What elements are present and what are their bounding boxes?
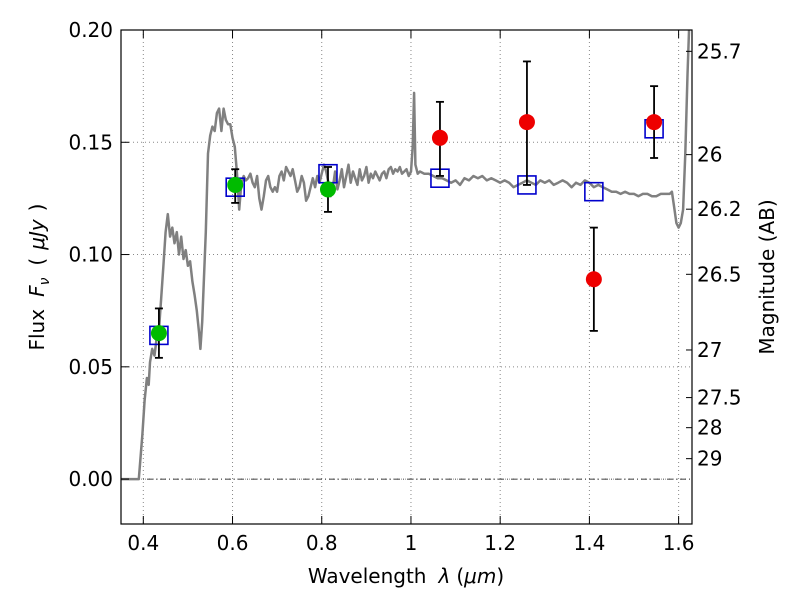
x-tick-label: 1.2 [484,531,516,555]
nir-point [585,271,602,288]
model-photometry-square [584,181,604,202]
axes: 0.4 0.6 0.8 1 1.2 1.4 1.6 0.00 0.05 0.10 0.15 0.20 2… [68,18,741,555]
model-spectrum-line [121,30,691,481]
x-tick-label: 0.6 [217,531,249,555]
optical-point [227,176,244,193]
markers [149,60,664,359]
optical-point [150,325,167,342]
y-tick-label: 0.05 [68,355,113,379]
nir-point [518,114,535,131]
nir-point [431,129,448,146]
mag-tick-label: 27 [697,338,722,362]
y-tick-label: 0.10 [68,243,113,267]
mag-tick-label: 28 [697,416,722,440]
x-tick-label: 1.6 [663,531,695,555]
mag-tick-label: 26.2 [697,197,742,221]
optical-point [319,181,336,198]
y-tick-label: 0.15 [68,130,113,154]
x-axis-title: Wavelength λ (μm) [308,564,504,588]
mag-tick-label: 25.7 [697,39,742,63]
plot-frame [120,29,693,525]
x-tick-label: 1 [405,531,418,555]
mag-tick-label: 26 [697,143,722,167]
plot-area [121,30,691,481]
mag-tick-label: 27.5 [697,386,742,410]
x-tick-label: 0.4 [127,531,159,555]
x-tick-label: 0.8 [306,531,338,555]
mag-tick-label: 26.5 [697,262,742,286]
mag-tick-label: 29 [697,447,722,471]
y2-axis-title: Magnitude (AB) [755,199,779,354]
y-tick-label: 0.20 [68,18,113,42]
y-tick-label: 0.00 [68,467,113,491]
x-tick-label: 1.4 [573,531,605,555]
y-axis-title: FluxFν(μJy) [25,203,53,350]
nir-point [646,114,663,131]
